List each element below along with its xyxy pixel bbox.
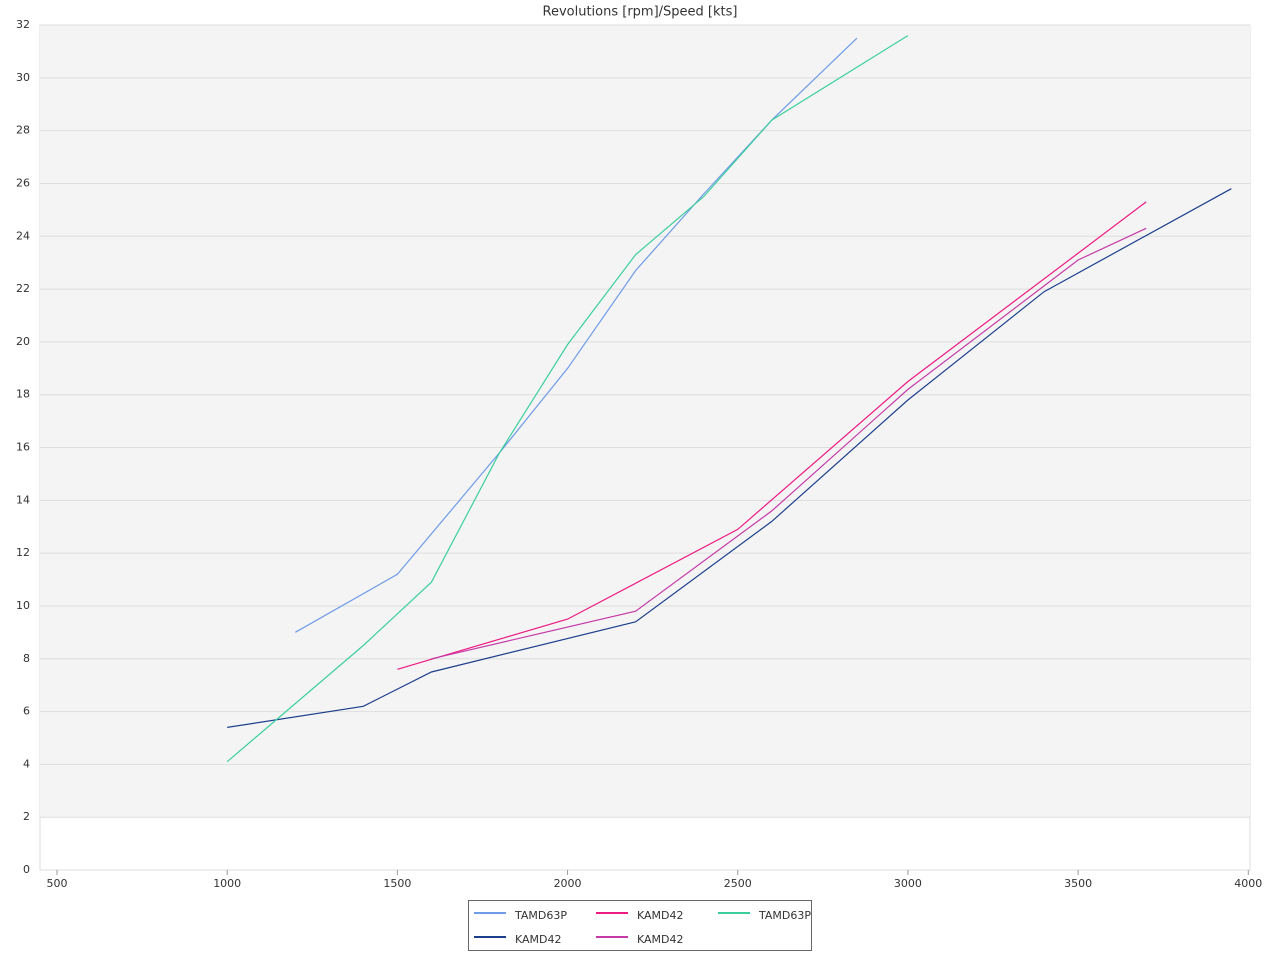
y-tick-label: 16 [16, 441, 30, 454]
grid-band [40, 764, 1250, 818]
x-tick-label: 2000 [554, 877, 582, 890]
grid-band [40, 341, 1250, 395]
grid-band [40, 500, 1250, 554]
series-line [226, 35, 909, 763]
series-line [397, 201, 1147, 670]
legend-label: TAMD63P [514, 909, 567, 922]
legend-label: KAMD42 [637, 933, 684, 946]
series-line [431, 227, 1147, 660]
y-tick-label: 10 [16, 599, 30, 612]
grid-band [40, 289, 1250, 342]
legend-label: KAMD42 [515, 933, 562, 946]
x-tick-label: 2500 [724, 877, 752, 890]
grid-band [40, 183, 1250, 237]
grid-band [40, 236, 1250, 290]
y-tick-label: 4 [23, 757, 30, 770]
legend-label: KAMD42 [637, 909, 684, 922]
y-tick-label: 26 [16, 176, 30, 189]
y-tick-label: 20 [16, 335, 30, 348]
x-tick-label: 1500 [383, 877, 411, 890]
y-tick-label: 8 [23, 652, 30, 665]
legend-label: TAMD63P [758, 909, 811, 922]
y-tick-label: 22 [16, 282, 30, 295]
y-tick-label: 0 [23, 863, 30, 876]
grid-band [40, 77, 1250, 131]
y-tick-label: 24 [16, 229, 30, 242]
y-tick-label: 14 [16, 493, 30, 506]
y-tick-label: 32 [16, 18, 30, 31]
x-tick-label: 500 [47, 877, 68, 890]
y-tick-label: 6 [23, 705, 30, 718]
chart-title: Revolutions [rpm]/Speed [kts] [543, 5, 738, 20]
grid-band [40, 711, 1250, 765]
y-tick-label: 18 [16, 388, 30, 401]
grid-band [40, 25, 1250, 78]
x-tick-label: 3500 [1064, 877, 1092, 890]
x-tick-label: 3000 [894, 877, 922, 890]
y-tick-label: 12 [16, 546, 30, 559]
grid-band [40, 394, 1250, 448]
grid-band [40, 447, 1250, 501]
y-tick-label: 28 [16, 124, 30, 137]
y-tick-label: 2 [23, 810, 30, 823]
x-tick-label: 4000 [1234, 877, 1262, 890]
legend [468, 900, 812, 951]
x-tick-label: 1000 [213, 877, 241, 890]
grid-band [40, 658, 1250, 712]
y-tick-label: 30 [16, 71, 30, 84]
grid-band [40, 605, 1250, 659]
grid-band [40, 130, 1250, 184]
series-line [227, 188, 1232, 728]
grid-band [40, 553, 1250, 606]
